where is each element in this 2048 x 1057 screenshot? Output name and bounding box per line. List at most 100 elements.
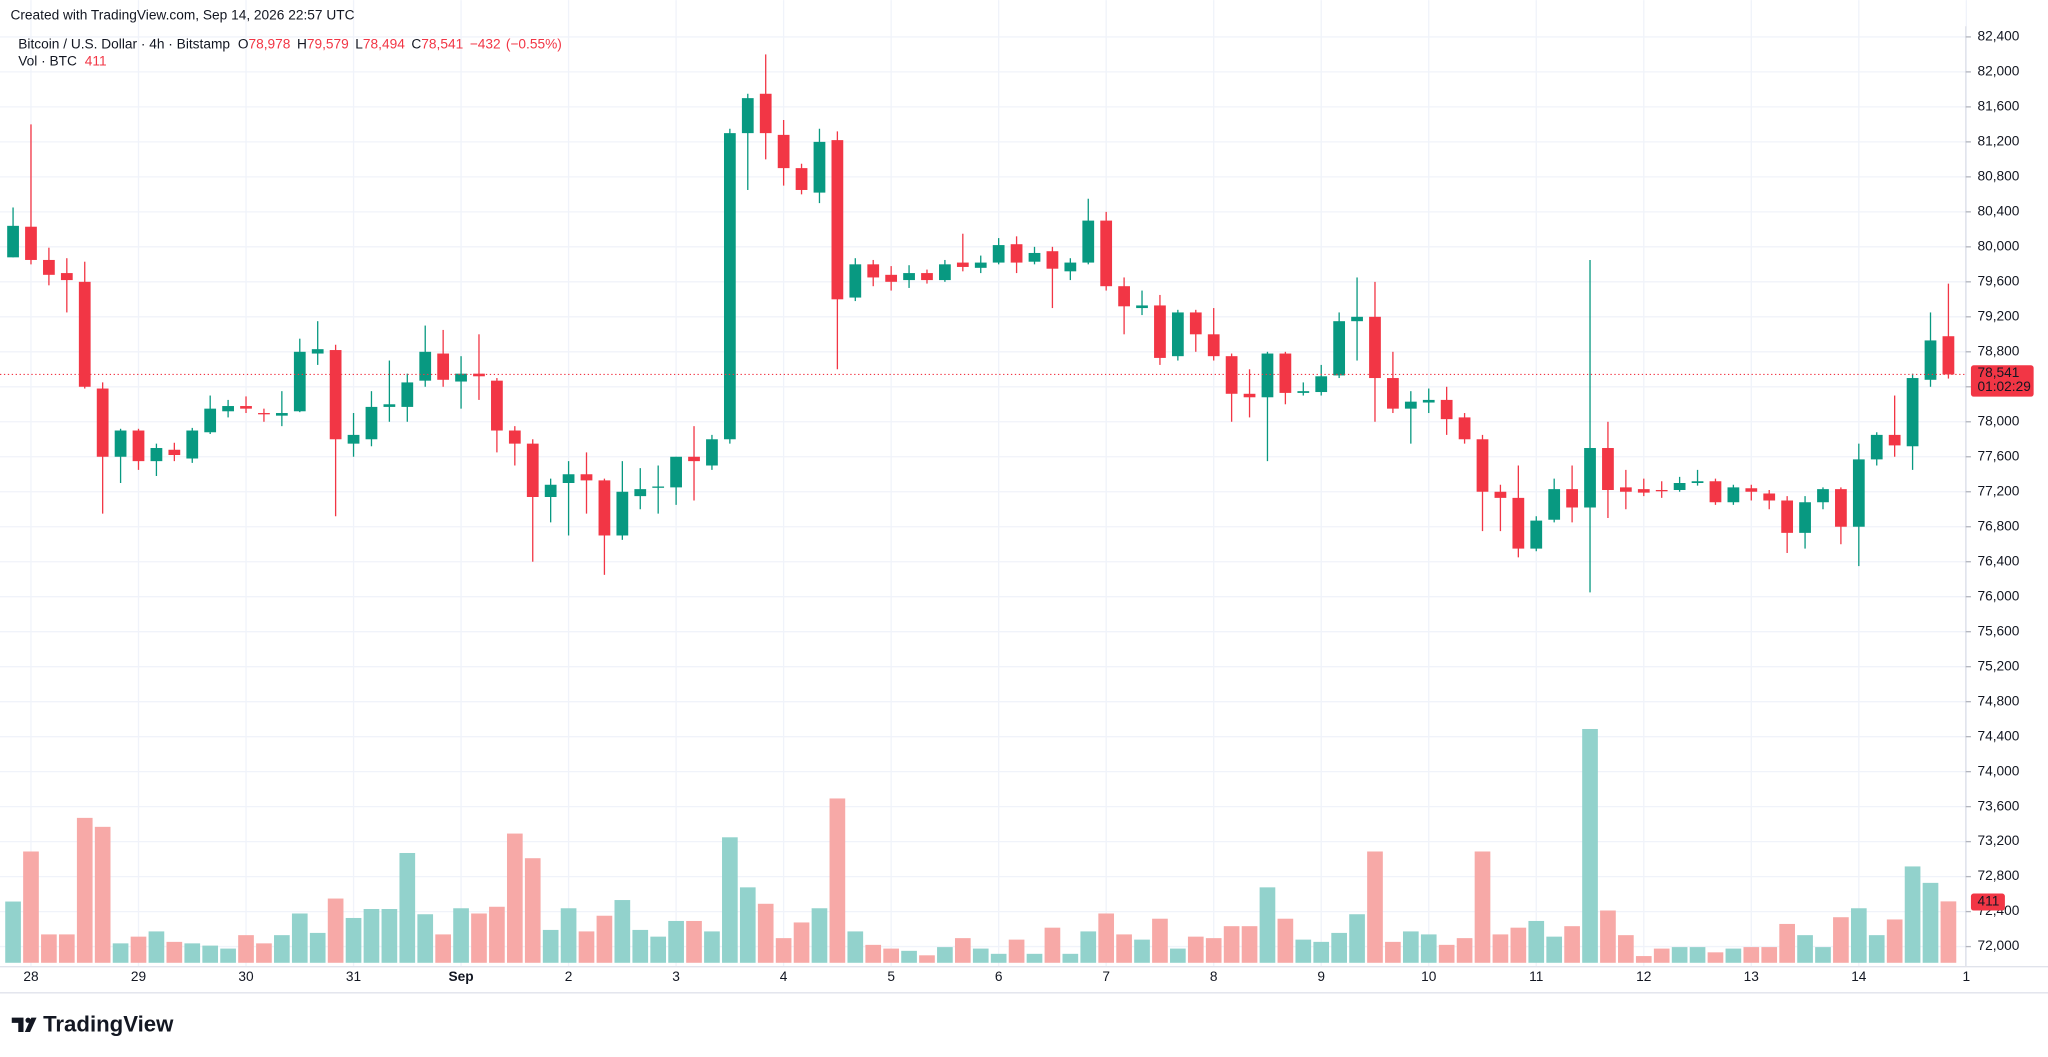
- candle-body: [455, 373, 467, 382]
- volume-bar: [1116, 934, 1132, 963]
- candle-body: [885, 274, 898, 282]
- volume-bar: [1886, 919, 1903, 963]
- candle-body: [25, 226, 37, 260]
- candle-body: [473, 373, 485, 377]
- brand-name: TradingView: [43, 1011, 174, 1036]
- x-tick-label: 29: [131, 969, 146, 984]
- candle-body: [1852, 459, 1865, 527]
- volume-bar: [1349, 914, 1365, 963]
- volume-bar: [990, 953, 1007, 963]
- x-tick-label: 12: [1636, 969, 1651, 984]
- candle-body: [1924, 340, 1937, 380]
- candle-body: [1673, 483, 1686, 490]
- candle-body: [1422, 399, 1435, 403]
- volume-bar: [5, 901, 21, 963]
- volume-bar: [1618, 935, 1634, 963]
- candle-body: [293, 351, 306, 412]
- candle-body: [1207, 334, 1220, 357]
- candle-body: [1835, 489, 1847, 527]
- candle-body: [150, 448, 163, 462]
- volume-bar: [972, 948, 989, 963]
- volume-bar: [1187, 936, 1204, 963]
- price-tag-label: 78,541: [1977, 365, 2019, 380]
- ohlc-legend: Bitcoin / U.S. Dollar · 4h · Bitstamp O 78…: [18, 36, 562, 51]
- volume-bar: [1689, 947, 1706, 963]
- candle-body: [1279, 353, 1292, 393]
- x-tick-label: 30: [238, 969, 254, 984]
- volume-bar: [1474, 851, 1491, 963]
- volume-bar: [865, 944, 882, 963]
- volume-bar: [58, 934, 75, 963]
- volume-bar: [1725, 948, 1742, 963]
- candle-body: [777, 134, 790, 169]
- x-tick-label: 10: [1421, 969, 1437, 984]
- legend-key: O: [238, 36, 249, 51]
- volume-bar: [739, 887, 756, 963]
- candle-body: [1100, 220, 1113, 287]
- volume-bar: [1510, 927, 1527, 963]
- volume-bar: [112, 943, 129, 963]
- symbol: Bitcoin / U.S. Dollar · 4h · Bitstamp: [18, 36, 230, 51]
- candle-body: [992, 245, 1005, 263]
- volume-bar: [596, 915, 613, 963]
- candle-body: [383, 404, 396, 407]
- price-tag: [1970, 365, 2034, 397]
- candle-body: [1010, 244, 1023, 263]
- candle-body: [60, 273, 73, 281]
- candle-body: [1602, 448, 1614, 490]
- candle-body: [670, 456, 682, 488]
- volume-bar: [41, 934, 57, 963]
- volume-legend: Vol · BTC 411: [18, 53, 106, 68]
- x-tick-label: 2: [565, 969, 573, 984]
- candle-body: [491, 380, 503, 431]
- volume-bar: [1241, 926, 1258, 963]
- candle-body: [1476, 439, 1489, 492]
- y-tick-label: 77,200: [1977, 483, 2019, 498]
- volume-bar: [148, 931, 165, 963]
- candle-body: [1709, 481, 1722, 503]
- volume-bar: [1904, 866, 1921, 963]
- candle-body: [1440, 399, 1453, 420]
- candle-layer: [7, 54, 1955, 593]
- x-tick-label: 8: [1210, 969, 1218, 984]
- volume-bar: [1277, 918, 1294, 963]
- y-tick-label: 73,200: [1977, 833, 2019, 848]
- volume-bar: [1940, 901, 1957, 963]
- change: −432: [470, 36, 501, 51]
- candle-body: [222, 406, 234, 412]
- volume-bar: [704, 931, 720, 963]
- y-tick-label: 82,400: [1977, 29, 2019, 44]
- y-tick-label: 78,000: [1977, 413, 2019, 428]
- candle-body: [508, 430, 521, 444]
- volume-bar: [901, 950, 917, 963]
- volume-bar: [1402, 931, 1419, 963]
- candle-body: [1297, 391, 1310, 393]
- volume-bar: [1528, 920, 1545, 963]
- candle-body: [1906, 378, 1919, 447]
- legend-value: 78,494: [363, 36, 405, 51]
- volume-bar: [1582, 728, 1598, 963]
- volume-bar: [435, 934, 451, 963]
- candle-body: [831, 140, 844, 300]
- candle-body: [1637, 489, 1650, 493]
- y-tick-label: 77,600: [1977, 448, 2019, 463]
- volume-bar: [23, 851, 39, 963]
- candle-body: [849, 264, 862, 298]
- candle-body: [526, 443, 539, 497]
- candle-body: [1566, 489, 1578, 508]
- volume-bar: [1635, 956, 1652, 963]
- candle-body: [365, 406, 378, 440]
- candle-body: [1584, 448, 1596, 508]
- candle-body: [1171, 312, 1184, 357]
- candle-body: [1870, 434, 1883, 460]
- volume-bar: [650, 936, 667, 963]
- candle-body: [706, 439, 718, 466]
- candle-body: [329, 350, 342, 440]
- x-tick-label: 1: [1963, 969, 1971, 984]
- volume-bar: [166, 941, 183, 963]
- volume-legend-value: 411: [85, 53, 107, 68]
- x-tick-label: 5: [887, 969, 895, 984]
- y-tick-label: 75,200: [1977, 658, 2019, 673]
- candle-body: [1369, 316, 1381, 379]
- volume-bar: [829, 798, 846, 963]
